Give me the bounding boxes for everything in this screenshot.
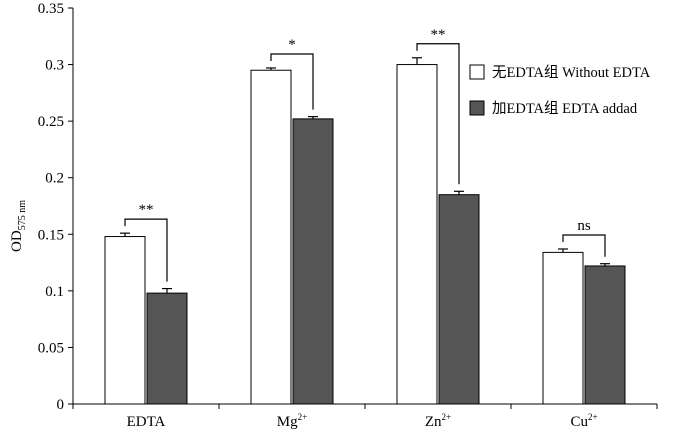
y-tick-label: 0.3	[45, 58, 64, 74]
bar-without-edta	[542, 251, 584, 405]
y-tick-label: 0.35	[38, 1, 64, 17]
x-category-label: Cu2+	[570, 412, 597, 430]
bar-edta-added	[438, 194, 480, 405]
x-category-label-base: Mg	[277, 414, 298, 430]
significance-bracket	[270, 53, 314, 110]
significance-bracket	[562, 234, 606, 257]
x-category-label-superscript: 2+	[442, 412, 452, 422]
y-tick-label: 0.05	[38, 340, 64, 356]
legend-label: 无EDTA组 Without EDTA	[492, 64, 651, 81]
significance-bracket	[124, 218, 168, 282]
legend: 无EDTA组 Without EDTA 加EDTA组 EDTA addad	[469, 64, 651, 117]
x-category-label: EDTA	[127, 414, 166, 430]
bars	[104, 57, 626, 405]
significance-bracket	[416, 43, 460, 185]
y-axis-title-main: OD	[9, 230, 25, 252]
bar-edta-added	[292, 118, 334, 405]
legend-swatch	[469, 64, 485, 80]
y-tick-label: 0	[57, 397, 65, 413]
y-tick-label: 0.25	[38, 114, 64, 130]
significance-label: **	[139, 202, 154, 218]
x-category-label-base: Zn	[425, 414, 442, 430]
x-category-label-base: EDTA	[127, 414, 166, 430]
bar-without-edta	[104, 236, 146, 405]
x-category-label-superscript: 2+	[588, 412, 598, 422]
significance-label: **	[431, 27, 446, 43]
bar-without-edta	[396, 64, 438, 405]
y-tick-label: 0.1	[45, 284, 64, 300]
x-category-label: Mg2+	[277, 412, 307, 430]
bar-without-edta	[250, 69, 292, 405]
bar-edta-added	[146, 292, 188, 405]
significance-label: *	[288, 37, 296, 53]
x-category-label: Zn2+	[425, 412, 451, 430]
y-axis-title: OD575 nm	[9, 200, 28, 252]
legend-label: 加EDTA组 EDTA addad	[492, 100, 638, 117]
y-axis-title-subscript: 575 nm	[17, 200, 28, 231]
x-category-label-superscript: 2+	[298, 412, 308, 422]
bar-edta-added	[584, 265, 626, 405]
significance-label: ns	[577, 218, 591, 234]
legend-swatch	[469, 100, 485, 116]
y-tick-label: 0.15	[38, 227, 64, 243]
x-category-label-base: Cu	[570, 414, 588, 430]
y-tick-label: 0.2	[45, 171, 64, 187]
significance-brackets: *****ns	[124, 27, 606, 282]
